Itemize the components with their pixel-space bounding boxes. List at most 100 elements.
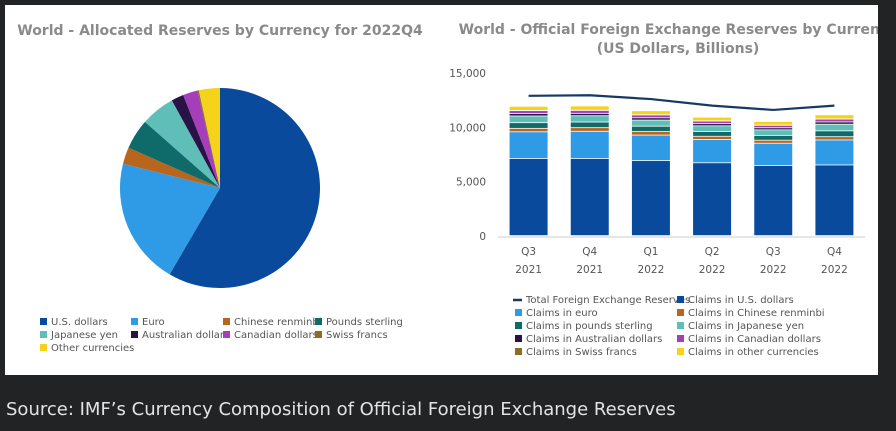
- bar-segment-claims-in-japanese-yen: [815, 124, 854, 131]
- pie-legend-swatch: [223, 331, 230, 338]
- pie-slice-euro: [120, 163, 220, 275]
- bar-legend-label: Claims in euro: [526, 308, 598, 319]
- bar-segment-claims-in-other-currencies: [570, 106, 609, 110]
- pie-slice-u-s-dollars: [169, 88, 321, 288]
- bar-segment-claims-in-other-currencies: [693, 117, 732, 121]
- bar-segment-claims-in-canadian-dollars: [815, 119, 854, 122]
- x-tick-quarter: Q4: [827, 246, 842, 258]
- bar-segment-claims-in-u-s-dollars: [570, 158, 609, 236]
- bar-segment-claims-in-australian-dollars: [815, 122, 854, 124]
- pie-legend-label: Euro: [142, 317, 165, 328]
- bar-legend-swatch: [515, 309, 522, 316]
- pie-legend-swatch: [40, 344, 47, 351]
- pie-legend-label: Other currencies: [51, 343, 134, 354]
- bar-segment-claims-in-chinese-renminbi: [631, 132, 670, 135]
- x-tick-quarter: Q2: [705, 246, 720, 258]
- pie-legend-swatch: [40, 331, 47, 338]
- bar-segment-claims-in-u-s-dollars: [693, 163, 732, 236]
- pie-slice-canadian-dollars: [183, 90, 220, 188]
- x-tick-quarter: Q1: [643, 246, 658, 258]
- pie-legend-label: Pounds sterling: [326, 317, 403, 328]
- bar-segment-claims-in-euro: [570, 131, 609, 159]
- bar-segment-claims-in-u-s-dollars: [815, 165, 854, 236]
- pie-slice-chinese-renminbi: [122, 147, 220, 188]
- bar-legend-label: Claims in Japanese yen: [688, 321, 804, 332]
- pie-legend-label: Chinese renminbi: [234, 317, 322, 328]
- bar-legend-label: Claims in Canadian dollars: [688, 334, 821, 345]
- bar-legend-swatch: [677, 335, 684, 342]
- bar-legend-label: Total Foreign Exchange Reserves: [525, 295, 690, 306]
- bar-segment-claims-in-australian-dollars: [631, 118, 670, 120]
- bar-segment-claims-in-australian-dollars: [754, 128, 793, 130]
- bar-segment-claims-in-japanese-yen: [509, 116, 548, 123]
- charts-svg: World - Allocated Reserves by Currency f…: [17, 22, 896, 358]
- bar-segment-claims-in-japanese-yen: [754, 130, 793, 136]
- bar-legend-swatch: [677, 322, 684, 329]
- bar-segment-claims-in-pounds-sterling: [815, 131, 854, 137]
- bar-segment-claims-in-pounds-sterling: [754, 135, 793, 140]
- x-tick-year: 2022: [699, 264, 726, 276]
- bar-segment-claims-in-euro: [754, 143, 793, 166]
- bar-legend-label: Claims in Chinese renminbi: [688, 308, 825, 319]
- bar-segment-claims-in-other-currencies: [815, 115, 854, 119]
- bar-segment-claims-in-euro: [693, 139, 732, 163]
- bar-segment-claims-in-other-currencies: [509, 106, 548, 111]
- bar-legend-swatch: [677, 309, 684, 316]
- y-tick-label: 5,000: [456, 177, 486, 189]
- pie-legend-swatch: [131, 318, 138, 325]
- bar-segment-claims-in-canadian-dollars: [754, 125, 793, 128]
- pie-slice-pounds-sterling: [128, 121, 220, 188]
- bar-segment-claims-in-australian-dollars: [570, 113, 609, 116]
- x-tick-quarter: Q4: [582, 246, 597, 258]
- bar-segment-claims-in-australian-dollars: [509, 113, 548, 116]
- pie-legend-swatch: [40, 318, 47, 325]
- x-tick-quarter: Q3: [521, 246, 536, 258]
- bar-segment-claims-in-other-currencies: [754, 121, 793, 125]
- bar-segment-claims-in-u-s-dollars: [754, 165, 793, 236]
- bar-segment-claims-in-pounds-sterling: [631, 126, 670, 132]
- bar-segment-claims-in-canadian-dollars: [509, 111, 548, 114]
- bar-segment-claims-in-euro: [631, 135, 670, 161]
- bar-title: World - Official Foreign Exchange Reserv…: [459, 22, 878, 38]
- bar-segment-claims-in-japanese-yen: [570, 116, 609, 122]
- total-reserves-line: [528, 94, 835, 112]
- pie-legend-swatch: [223, 318, 230, 325]
- bar-segment-claims-in-pounds-sterling: [570, 122, 609, 128]
- bar-segment-claims-in-japanese-yen: [693, 126, 732, 132]
- x-tick-quarter: Q3: [766, 246, 781, 258]
- bar-legend-label: Claims in Australian dollars: [526, 334, 662, 345]
- x-tick-year: 2022: [760, 264, 787, 276]
- bar-legend-swatch: [515, 348, 522, 355]
- bar-segment-claims-in-pounds-sterling: [693, 131, 732, 136]
- y-tick-label: 10,000: [449, 122, 486, 134]
- pie-legend-swatch: [131, 331, 138, 338]
- x-tick-year: 2022: [821, 264, 848, 276]
- bar-legend-label: Claims in Swiss francs: [526, 347, 637, 358]
- pie-legend-label: Canadian dollars: [234, 330, 318, 341]
- bar-segment-claims-in-canadian-dollars: [570, 110, 609, 113]
- y-tick-label: 0: [479, 231, 486, 243]
- x-tick-year: 2022: [638, 264, 665, 276]
- bar-segment-claims-in-chinese-renminbi: [509, 128, 548, 132]
- pie-slice-australian-dollars: [171, 95, 220, 188]
- bar-segment-claims-in-canadian-dollars: [631, 115, 670, 118]
- pie-legend-label: Japanese yen: [50, 330, 118, 341]
- x-tick-year: 2021: [515, 264, 542, 276]
- pie-legend-label: U.S. dollars: [51, 317, 108, 328]
- pie-title: World - Allocated Reserves by Currency f…: [17, 23, 423, 39]
- source-caption: Source: IMF’s Currency Composition of Of…: [6, 399, 676, 420]
- bar-segment-claims-in-chinese-renminbi: [815, 137, 854, 140]
- bar-segment-claims-in-chinese-renminbi: [570, 128, 609, 131]
- bar-segment-claims-in-euro: [815, 140, 854, 165]
- bar-legend-label: Claims in other currencies: [688, 347, 819, 358]
- pie-slice-swiss-francs: [197, 90, 220, 188]
- bar-legend-label: Claims in U.S. dollars: [688, 295, 794, 306]
- y-tick-label: 15,000: [449, 68, 486, 80]
- bar-legend-swatch: [677, 348, 684, 355]
- bar-segment-claims-in-pounds-sterling: [509, 123, 548, 128]
- pie-legend-swatch: [315, 331, 322, 338]
- bar-segment-claims-in-euro: [509, 132, 548, 159]
- bar-legend-label: Claims in pounds sterling: [526, 321, 653, 332]
- x-tick-year: 2021: [576, 264, 603, 276]
- bar-legend-swatch: [515, 322, 522, 329]
